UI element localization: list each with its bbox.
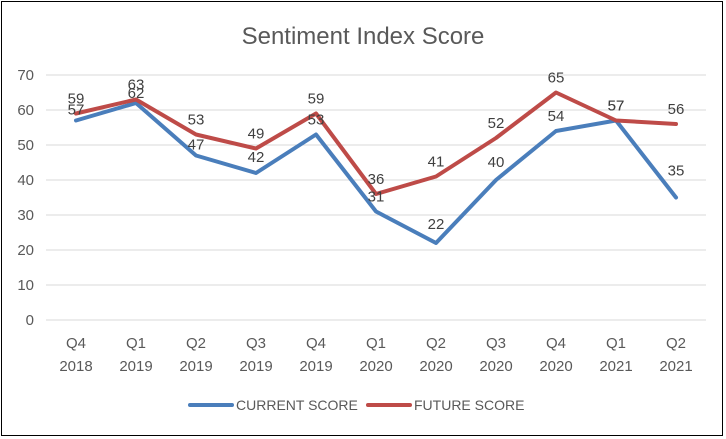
x-tick-label-quarter: Q2: [426, 335, 446, 352]
x-tick-label-year: 2020: [539, 358, 572, 375]
x-tick-label-year: 2019: [239, 358, 272, 375]
x-tick-label-quarter: Q4: [546, 335, 566, 352]
data-label-current: 22: [428, 216, 445, 233]
data-label-current: 35: [668, 163, 685, 180]
x-tick-label-quarter: Q4: [66, 335, 86, 352]
data-labels: 57 62 47 42 53 31 22 40 54 57 35 59 63 53 49 59 36 41 52 65…: [68, 70, 685, 234]
y-tick-label: 40: [17, 172, 34, 189]
data-label-future: 63: [128, 77, 145, 94]
data-label-future: 49: [248, 126, 265, 143]
x-tick-label-quarter: Q1: [126, 335, 146, 352]
data-label-future: 52: [488, 115, 505, 132]
data-label-future: 56: [668, 101, 685, 118]
series-lines: [74, 90, 678, 245]
data-label-future: 57: [608, 98, 625, 115]
x-tick-label-year: 2020: [419, 358, 452, 375]
data-label-current: 54: [548, 108, 565, 125]
x-tick-label-year: 2019: [179, 358, 212, 375]
x-axis-ticks: Q4 2018 Q1 2019 Q2 2019 Q3 2019 Q4 2019 Q1 2020 Q2 20…: [59, 335, 692, 375]
x-tick-label-year: 2020: [479, 358, 512, 375]
y-axis-ticks: 0 10 20 30 40 50 60 70: [17, 67, 34, 329]
y-tick-label: 30: [17, 207, 34, 224]
chart-title: Sentiment Index Score: [242, 23, 485, 50]
x-tick-label-quarter: Q3: [486, 335, 506, 352]
x-tick-label-year: 2018: [59, 358, 92, 375]
data-label-future: 59: [308, 91, 325, 108]
x-tick-label-year: 2019: [299, 358, 332, 375]
data-label-future: 36: [368, 171, 385, 188]
data-label-future: 59: [68, 91, 85, 108]
x-tick-label-quarter: Q4: [306, 335, 326, 352]
data-label-current: 62: [128, 85, 145, 102]
x-tick-label-quarter: Q2: [666, 335, 686, 352]
y-tick-label: 70: [17, 67, 34, 84]
x-tick-label-year: 2021: [659, 358, 692, 375]
data-label-current: 47: [188, 137, 205, 154]
data-label-future: 65: [548, 70, 565, 87]
x-tick-label-quarter: Q2: [186, 335, 206, 352]
data-label-future: 53: [188, 112, 205, 129]
x-tick-label-quarter: Q3: [246, 335, 266, 352]
x-tick-label-quarter: Q1: [366, 335, 386, 352]
legend-label-current-score: CURRENT SCORE: [236, 397, 358, 413]
y-tick-label: 20: [17, 242, 34, 259]
series-line-future-score: [74, 90, 678, 196]
data-label-current: 57: [608, 98, 625, 115]
legend: CURRENT SCORE FUTURE SCORE: [188, 397, 524, 413]
x-tick-label-year: 2019: [119, 358, 152, 375]
legend-label-future-score: FUTURE SCORE: [414, 397, 524, 413]
x-tick-label-year: 2021: [599, 358, 632, 375]
series-line-current-score: [74, 101, 678, 245]
x-tick-label-quarter: Q1: [606, 335, 626, 352]
data-label-current: 31: [368, 189, 385, 206]
data-label-current: 42: [248, 149, 265, 166]
y-tick-label: 10: [17, 277, 34, 294]
y-tick-label: 50: [17, 137, 34, 154]
y-tick-label: 60: [17, 102, 34, 119]
x-tick-label-year: 2020: [359, 358, 392, 375]
y-tick-label: 0: [26, 312, 34, 329]
data-label-current: 40: [488, 154, 505, 171]
data-label-future: 41: [428, 154, 445, 171]
data-label-current: 53: [308, 112, 325, 129]
data-label-current: 57: [68, 102, 85, 119]
